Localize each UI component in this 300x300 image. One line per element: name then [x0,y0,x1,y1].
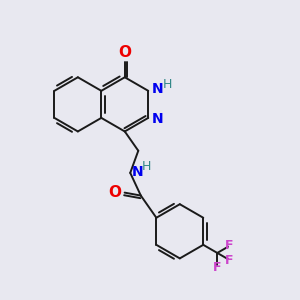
Text: N: N [152,112,164,126]
Text: N: N [132,165,143,179]
Text: H: H [142,160,152,173]
Text: O: O [109,185,122,200]
Text: O: O [118,45,131,60]
Text: N: N [152,82,164,96]
Text: H: H [162,78,172,91]
Text: F: F [213,261,221,274]
Text: F: F [225,239,234,252]
Text: F: F [225,254,234,266]
